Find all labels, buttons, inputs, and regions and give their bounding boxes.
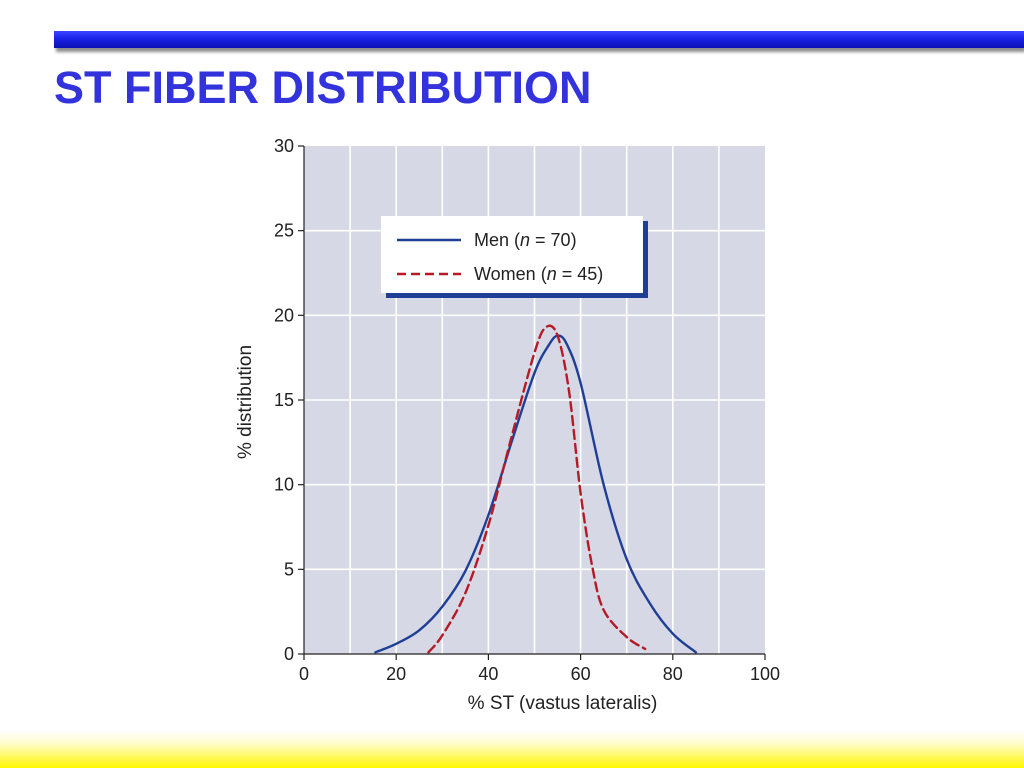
y-tick-label: 25 (274, 221, 294, 241)
y-tick-label: 10 (274, 475, 294, 495)
legend-men-prefix: Men ( (474, 230, 520, 250)
legend-men-var: n (520, 230, 530, 250)
series-line-men (374, 334, 698, 654)
series-lines (374, 324, 698, 654)
y-tick-label: 0 (284, 644, 294, 664)
footer-gradient-band (0, 730, 1024, 768)
legend-box (381, 216, 643, 293)
x-tick-label: 80 (663, 664, 683, 684)
y-tick-label: 30 (274, 136, 294, 156)
legend-label-women: Women (n = 45) (474, 264, 603, 284)
x-axis-title: % ST (vastus lateralis) (468, 693, 658, 714)
y-axis-title: % distribution (235, 345, 256, 459)
y-tick-label: 20 (274, 305, 294, 325)
legend-label-men: Men (n = 70) (474, 230, 577, 250)
x-tick-label: 100 (750, 664, 780, 684)
y-tick-label: 15 (274, 390, 294, 410)
axes (298, 145, 766, 660)
x-tick-label: 0 (299, 664, 309, 684)
x-tick-label: 20 (386, 664, 406, 684)
x-tick-labels: 0 20 40 60 80 100 (299, 664, 780, 684)
y-tick-label: 5 (284, 559, 294, 579)
title-underline-bar (54, 31, 1024, 48)
legend-women-var: n (547, 264, 557, 284)
legend-men-suffix: = 70) (530, 230, 577, 250)
x-tick-label: 40 (478, 664, 498, 684)
series-line-women (427, 324, 647, 654)
x-tick-label: 60 (571, 664, 591, 684)
legend-women-suffix: = 45) (557, 264, 604, 284)
slide-title: ST FIBER DISTRIBUTION (54, 62, 592, 113)
legend: Men (n = 70) Women (n = 45) (381, 216, 648, 298)
y-tick-labels: 0 5 10 15 20 25 30 (274, 136, 294, 664)
legend-women-prefix: Women ( (474, 264, 547, 284)
